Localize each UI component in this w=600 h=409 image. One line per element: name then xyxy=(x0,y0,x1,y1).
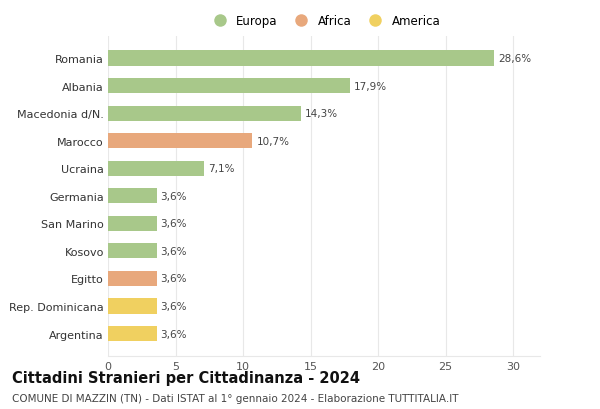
Text: 3,6%: 3,6% xyxy=(161,191,187,201)
Text: 3,6%: 3,6% xyxy=(161,329,187,339)
Bar xyxy=(108,271,157,286)
Bar xyxy=(108,299,157,314)
Text: Cittadini Stranieri per Cittadinanza - 2024: Cittadini Stranieri per Cittadinanza - 2… xyxy=(12,370,360,385)
Text: 3,6%: 3,6% xyxy=(161,301,187,311)
Bar xyxy=(108,244,157,259)
Bar xyxy=(108,216,157,231)
Bar xyxy=(108,189,157,204)
Text: 3,6%: 3,6% xyxy=(161,246,187,256)
Bar xyxy=(108,161,204,176)
Text: 3,6%: 3,6% xyxy=(161,219,187,229)
Text: 28,6%: 28,6% xyxy=(498,54,531,64)
Text: 10,7%: 10,7% xyxy=(257,136,290,146)
Bar xyxy=(108,51,494,66)
Text: COMUNE DI MAZZIN (TN) - Dati ISTAT al 1° gennaio 2024 - Elaborazione TUTTITALIA.: COMUNE DI MAZZIN (TN) - Dati ISTAT al 1°… xyxy=(12,393,458,403)
Bar xyxy=(108,326,157,342)
Bar xyxy=(108,134,253,149)
Text: 3,6%: 3,6% xyxy=(161,274,187,284)
Bar xyxy=(108,106,301,121)
Bar xyxy=(108,79,350,94)
Text: 7,1%: 7,1% xyxy=(208,164,235,174)
Text: 17,9%: 17,9% xyxy=(354,81,387,91)
Legend: Europa, Africa, America: Europa, Africa, America xyxy=(208,15,440,28)
Text: 14,3%: 14,3% xyxy=(305,109,338,119)
